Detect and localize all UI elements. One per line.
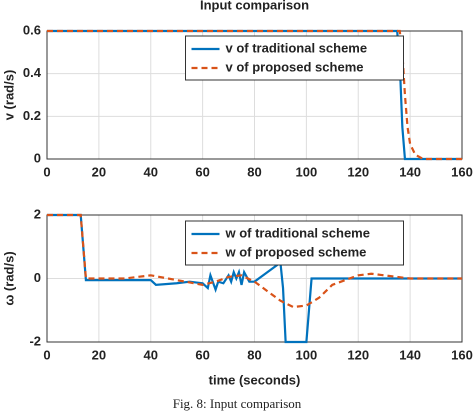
legend-box [185,35,404,81]
x-tick-label: 0 [43,164,50,179]
legend-label: w of proposed scheme [225,244,367,259]
y-tick-label: 0 [34,150,41,165]
y-tick-label: 0.4 [23,65,42,80]
y-tick-label: 0.6 [23,22,41,37]
x-axis-label: time (seconds) [209,372,301,387]
x-tick-label: 20 [92,164,106,179]
y-axis-label: ω (rad/s) [1,251,16,305]
x-tick-label: 140 [399,347,421,362]
x-tick-label: 80 [247,347,261,362]
legend: w of traditional scheme w of proposed sch… [185,220,404,266]
x-tick-label: 100 [296,347,318,362]
x-tick-label: 60 [195,164,209,179]
x-tick-label: 160 [451,164,473,179]
y-tick-label: 0.2 [23,108,41,123]
x-tick-label: 80 [247,164,261,179]
x-tick-label: 140 [399,164,421,179]
y-tick-label: -2 [29,333,41,348]
x-tick-label: 20 [92,347,106,362]
series-line [47,213,462,344]
x-tick-label: 120 [347,164,369,179]
y-axis-label: v (rad/s) [1,70,16,121]
x-tick-label: 160 [451,347,473,362]
legend-label: v of proposed scheme [226,59,364,74]
legend-label: v of traditional scheme [226,40,368,55]
x-tick-label: 120 [347,347,369,362]
legend-label: w of traditional scheme [225,225,370,240]
y-tick-label: 2 [34,206,41,221]
y-tick-label: 0 [34,270,41,285]
caption: Fig. 8: Input comparison [173,396,302,411]
x-tick-label: 60 [195,347,209,362]
x-tick-label: 40 [144,164,158,179]
x-tick-label: 0 [43,347,50,362]
legend-box [185,220,404,266]
x-tick-label: 40 [144,347,158,362]
legend: v of traditional scheme v of proposed sch… [185,35,404,81]
x-tick-label: 100 [296,164,318,179]
chart-title: Input comparison [200,0,309,12]
series-line [47,213,462,309]
